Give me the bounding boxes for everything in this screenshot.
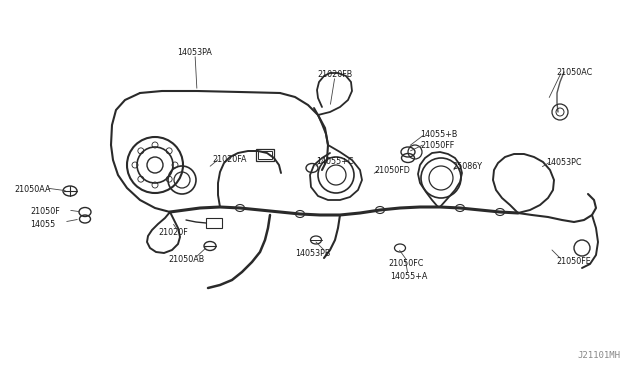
Text: 14055+B: 14055+B bbox=[420, 130, 458, 139]
Text: 21020FB: 21020FB bbox=[317, 70, 353, 79]
Text: 21050AC: 21050AC bbox=[556, 68, 592, 77]
Text: 21050F: 21050F bbox=[30, 207, 60, 216]
Text: 14055+C: 14055+C bbox=[316, 157, 353, 166]
Text: 21050AB: 21050AB bbox=[168, 255, 204, 264]
Bar bbox=[206, 218, 222, 228]
Text: 21050FC: 21050FC bbox=[388, 259, 424, 268]
Text: J21101MH: J21101MH bbox=[577, 351, 620, 360]
Text: 21020FA: 21020FA bbox=[212, 155, 246, 164]
Text: 21050AA: 21050AA bbox=[14, 185, 51, 194]
Text: 14053PA: 14053PA bbox=[177, 48, 212, 57]
Text: 21050FE: 21050FE bbox=[556, 257, 591, 266]
Text: 14053PC: 14053PC bbox=[546, 158, 582, 167]
Text: 14055+A: 14055+A bbox=[390, 272, 428, 281]
Text: 14053PB: 14053PB bbox=[295, 249, 331, 258]
Text: 21050FD: 21050FD bbox=[374, 166, 410, 175]
Text: 21050FF: 21050FF bbox=[420, 141, 454, 150]
Bar bbox=[256, 149, 274, 161]
Text: 21020F: 21020F bbox=[158, 228, 188, 237]
Text: 14055: 14055 bbox=[30, 220, 55, 229]
Bar bbox=[258, 151, 272, 159]
Text: 25086Y: 25086Y bbox=[452, 162, 482, 171]
